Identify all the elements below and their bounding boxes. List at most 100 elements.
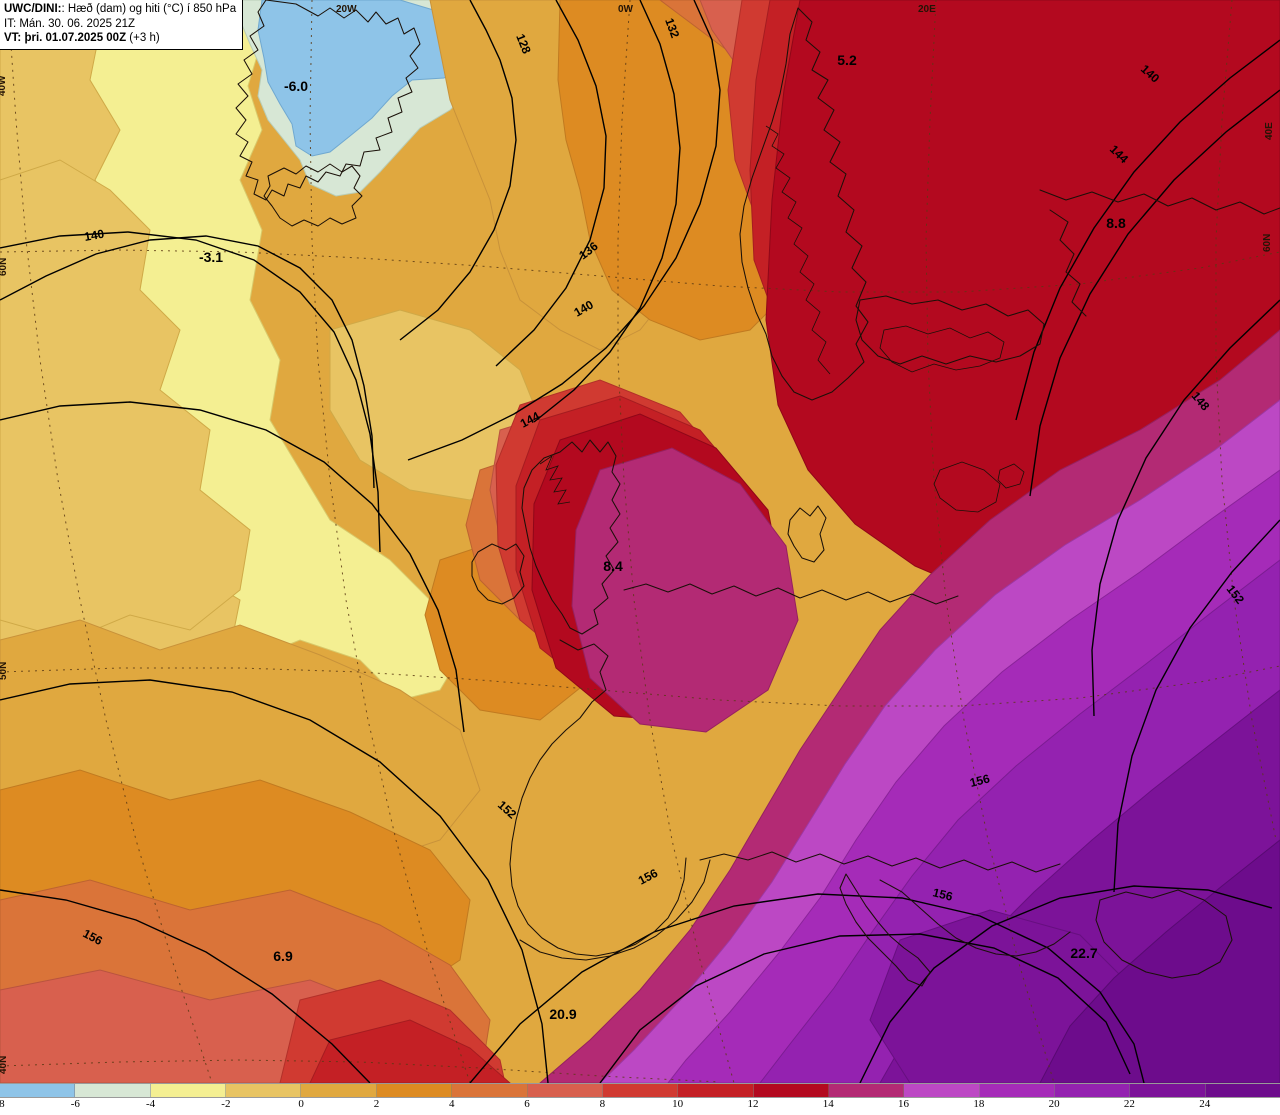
contour-140b (0, 231, 381, 553)
colorbar-tick-12: 12 (747, 1098, 759, 1110)
colorbar-swatch--6--4 (75, 1084, 151, 1097)
coastline-mediterranean-north (699, 851, 1061, 873)
valid-label: VT: (4, 32, 22, 45)
colorbar-tick-24: 24 (1199, 1098, 1211, 1110)
meridian-0 (617, 0, 735, 1083)
colorbar-swatch-14-16 (828, 1084, 905, 1097)
contour-156 (0, 889, 371, 1083)
info-line-valid: VT: þri. 01.07.2025 00Z (+3 h) (4, 31, 236, 46)
colorbar-tick-4: 4 (449, 1098, 455, 1110)
colorbar-swatch-6-8 (527, 1084, 603, 1097)
graticule (0, 0, 1280, 1083)
label-lon-0w: 0W (618, 4, 634, 15)
map-area[interactable]: 40W 20W 0W 20E 40E 60N 50N 40N 60N 128 1… (0, 0, 1280, 1083)
colorbar-tick-8: 8 (599, 1098, 606, 1110)
coastline-gulf-of-bothnia (879, 325, 1005, 373)
coastline-france-iberia (509, 639, 687, 957)
colorbar-tick-14: 14 (822, 1098, 834, 1110)
colorbar-swatch--8--6 (0, 1084, 76, 1097)
temp-label-7: 20.9 (549, 1006, 576, 1022)
contour-160 (599, 933, 1131, 1083)
coastline-scotland-detail (539, 454, 571, 505)
temp-label-2: -3.1 (199, 249, 223, 265)
temp-label-5: 8.4 (603, 558, 623, 574)
contour-144 (0, 401, 465, 733)
lead-time: (+3 h) (126, 32, 160, 45)
colorbar-tick-20: 20 (1048, 1098, 1060, 1110)
coastline-baltic (855, 295, 1045, 365)
colorbar-swatch-18-20 (979, 1084, 1056, 1097)
colorbar-tick--8: -8 (0, 1098, 5, 1110)
colorbar-tick-18: 18 (973, 1098, 985, 1110)
colorbar-swatch-0-2 (301, 1084, 377, 1097)
map-info-box: UWC/DINI:: Hæð (dam) og hiti (°C) í 850 … (0, 0, 244, 51)
coastline-denmark (787, 505, 827, 563)
colorbar-swatch-24-26 (1205, 1084, 1280, 1097)
contour-label-140-nw: 140 (83, 227, 105, 244)
colorbar-swatch-4-6 (452, 1084, 528, 1097)
meridian-20e (925, 0, 1055, 1083)
info-line-init: IT: Mán. 30. 06. 2025 21Z (4, 17, 236, 32)
label-lat-40n-left: 40N (0, 1056, 9, 1074)
coastline-nw-europe (623, 583, 959, 605)
colorbar-tick-2: 2 (373, 1098, 380, 1110)
meridian-40e (1215, 0, 1277, 841)
coastline-ne-europe (1039, 189, 1280, 215)
graticule-labels: 40W 20W 0W 20E 40E 60N 50N 40N 60N (0, 4, 1275, 1074)
contour-label-156-d: 156 (931, 885, 954, 904)
contour-128b (495, 0, 607, 367)
colorbar-tick-16: 16 (898, 1098, 910, 1110)
colorbar-tick--4: -4 (145, 1098, 156, 1110)
label-lon-20w: 20W (336, 4, 357, 15)
colorbar-swatch-20-22 (1055, 1084, 1131, 1097)
colorbar-tick-0: 0 (298, 1098, 304, 1110)
contour-144-ne (1029, 89, 1280, 497)
contour-132 (533, 0, 681, 423)
contour-label-156-e: 156 (968, 771, 991, 790)
temp-label-1: -6.0 (284, 78, 308, 94)
field-description: : Hæð (dam) og hiti (°C) í 850 hPa (61, 3, 237, 15)
coastline-black-sea (1095, 889, 1233, 979)
contour-152-e (1113, 519, 1280, 893)
label-lon-20e: 20E (918, 4, 936, 15)
coastline-lakes-east (933, 461, 1001, 513)
temp-label-4: 8.8 (1106, 215, 1126, 231)
init-label: IT: (4, 17, 17, 30)
init-time: Mán. 30. 06. 2025 21Z (16, 17, 136, 30)
contour-156-d (859, 885, 1273, 1083)
parallel-40n (0, 1059, 721, 1083)
contour-140-nw (0, 235, 375, 489)
temp-label-8: 22.7 (1070, 945, 1097, 961)
label-lat-50n-left: 50N (0, 662, 9, 680)
band-10-12-c (309, 1019, 511, 1083)
coastline-great-britain (521, 439, 621, 635)
colorbar-tick-10: 10 (672, 1098, 684, 1110)
contour-label-132: 132 (662, 16, 682, 40)
label-lat-60n-right: 60N (1262, 234, 1273, 252)
colorbar-swatch-22-24 (1130, 1084, 1206, 1097)
colorbar-tick--6: -6 (70, 1098, 80, 1110)
colorbar-swatch-8-10 (602, 1084, 679, 1097)
colorbar-tick-22: 22 (1123, 1098, 1135, 1110)
coastline-scandinavia (739, 7, 869, 401)
colorbar-strip (0, 1083, 1280, 1098)
coastline-misc-isles (997, 463, 1025, 489)
weather-map-svg[interactable]: 40W 20W 0W 20E 40E 60N 50N 40N 60N 128 1… (0, 0, 1280, 1083)
label-lon-40w: 40W (0, 75, 8, 96)
coastline-white-sea (1049, 209, 1087, 317)
contour-152 (0, 679, 549, 1083)
coastline-greenland (235, 0, 421, 201)
contour-128 (399, 0, 517, 341)
band-14-16-b (571, 447, 799, 733)
colorbar-swatch--4--2 (150, 1084, 227, 1097)
coastlines (235, 0, 1280, 987)
temp-label-3: 5.2 (837, 52, 857, 68)
coastline-balkans (879, 879, 1071, 957)
temperature-value-labels: -6.0 -3.1 5.2 8.8 8.4 6.9 20.9 22.7 (199, 52, 1126, 1022)
temp-label-6: 6.9 (273, 948, 293, 964)
model-name: UWC/DINI: (4, 3, 62, 15)
coastline-norway-fjords (765, 125, 831, 375)
